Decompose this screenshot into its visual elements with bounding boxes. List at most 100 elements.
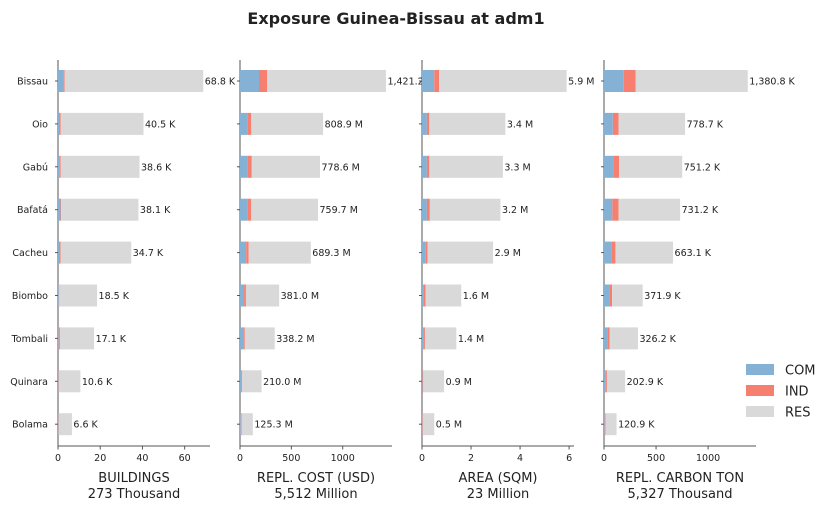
chart-panels: 68.8 K Bissau 40.5 K Oio 38.6 K Gabú 38.1 K Baf… [10, 60, 796, 502]
bar-res [615, 241, 674, 264]
x-tick-label: 0 [55, 453, 61, 464]
panel-total: 23 Million [467, 487, 530, 502]
x-axis-label: REPL. COST (USD) [257, 471, 375, 486]
bar-res [429, 112, 506, 135]
bar-com [604, 155, 614, 178]
bar-res [423, 370, 445, 393]
bar-com [422, 112, 427, 135]
category-label: Cacheu [12, 248, 48, 259]
bar-ind [426, 155, 430, 178]
legend-label-com: COM [785, 364, 816, 379]
value-label: 210.0 M [263, 377, 301, 388]
bar-res [58, 370, 81, 393]
bar-res [429, 198, 501, 221]
bar-res [635, 70, 748, 92]
bar-res [61, 198, 139, 221]
bar-com [58, 70, 64, 92]
value-label: 38.6 K [141, 162, 172, 173]
bar-res [429, 155, 503, 178]
bar-res [60, 241, 132, 264]
bar-res [251, 112, 324, 135]
bar-com [58, 155, 60, 178]
value-label: 68.8 K [205, 77, 236, 88]
value-label: 751.2 K [684, 162, 721, 173]
bar-ind [59, 155, 61, 178]
bar-com [604, 198, 613, 221]
bar-com [422, 155, 427, 178]
x-tick-label: 6 [566, 453, 572, 464]
bar-ind [63, 70, 65, 92]
value-label: 778.6 M [321, 162, 359, 173]
x-tick-label: 20 [94, 453, 106, 464]
bar-com [240, 327, 244, 350]
bar-res [425, 284, 462, 307]
value-label: 17.1 K [96, 334, 127, 345]
bar-ind [613, 155, 620, 178]
x-tick-label: 1000 [696, 453, 720, 464]
value-label: 1.4 M [458, 334, 484, 345]
value-label: 663.1 K [675, 248, 712, 259]
x-tick-label: 60 [179, 453, 191, 464]
category-label: Oio [32, 119, 48, 130]
panel-2: 1,421.2 808.9 M 778.6 M 759.7 M 689.3 M 381.0… [237, 60, 424, 502]
value-label: 6.6 K [73, 420, 98, 431]
value-label: 3.2 M [502, 205, 528, 216]
bar-ind [612, 198, 619, 221]
x-tick-label: 0 [601, 453, 607, 464]
bar-com [604, 284, 610, 307]
legend-label-res: RES [785, 406, 811, 421]
category-label: Bafatá [17, 205, 48, 216]
bar-com [58, 284, 59, 307]
x-tick-label: 500 [282, 453, 300, 464]
bar-ind [422, 370, 424, 393]
bar-res [241, 413, 253, 436]
bar-ind [604, 413, 606, 436]
bar-res [59, 327, 95, 350]
bar-ind [247, 112, 252, 135]
value-label: 338.2 M [276, 334, 314, 345]
bar-res [245, 284, 280, 307]
bar-ind [434, 70, 440, 92]
bar-ind [240, 413, 242, 436]
bar-res [612, 284, 643, 307]
value-label: 10.6 K [82, 377, 113, 388]
bar-res [251, 155, 320, 178]
panel-3: 5.9 M 3.4 M 3.3 M 3.2 M 2.9 M 1.6 M 1.4 M 0.9 M… [419, 60, 594, 502]
x-axis-label: BUILDINGS [98, 471, 169, 486]
bar-res [242, 370, 262, 393]
bar-ind [612, 112, 619, 135]
panel-total: 273 Thousand [88, 487, 181, 502]
value-label: 2.9 M [495, 248, 521, 259]
bar-res [424, 327, 457, 350]
bar-res [251, 198, 319, 221]
chart-title: Exposure Guinea-Bissau at adm1 [247, 9, 544, 28]
legend-swatch-com [746, 364, 774, 375]
bar-com [422, 198, 427, 221]
bar-com [604, 241, 612, 264]
x-tick-label: 500 [647, 453, 665, 464]
bar-ind [426, 112, 430, 135]
value-label: 1,421.2 [387, 77, 423, 88]
panel-total: 5,512 Million [274, 487, 357, 502]
bar-ind [247, 155, 252, 178]
panel-4: 1,380.8 K 778.7 K 751.2 K 731.2 K 663.1 K 371… [601, 60, 796, 502]
value-label: 3.4 M [507, 119, 533, 130]
bar-com [604, 413, 605, 436]
bar-com [240, 70, 259, 92]
chart-legend: COM IND RES [746, 364, 816, 421]
bar-ind [607, 327, 610, 350]
value-label: 0.9 M [446, 377, 472, 388]
x-tick-label: 40 [136, 453, 148, 464]
bar-ind [246, 241, 249, 264]
value-label: 5.9 M [568, 77, 594, 88]
value-label: 0.5 M [436, 420, 462, 431]
bar-ind [611, 241, 616, 264]
bar-ind [259, 70, 268, 92]
bar-ind [423, 284, 426, 307]
value-label: 808.9 M [325, 119, 363, 130]
bar-res [422, 413, 435, 436]
category-label: Bolama [12, 420, 48, 431]
bar-com [58, 327, 59, 350]
category-label: Biombo [12, 291, 48, 302]
